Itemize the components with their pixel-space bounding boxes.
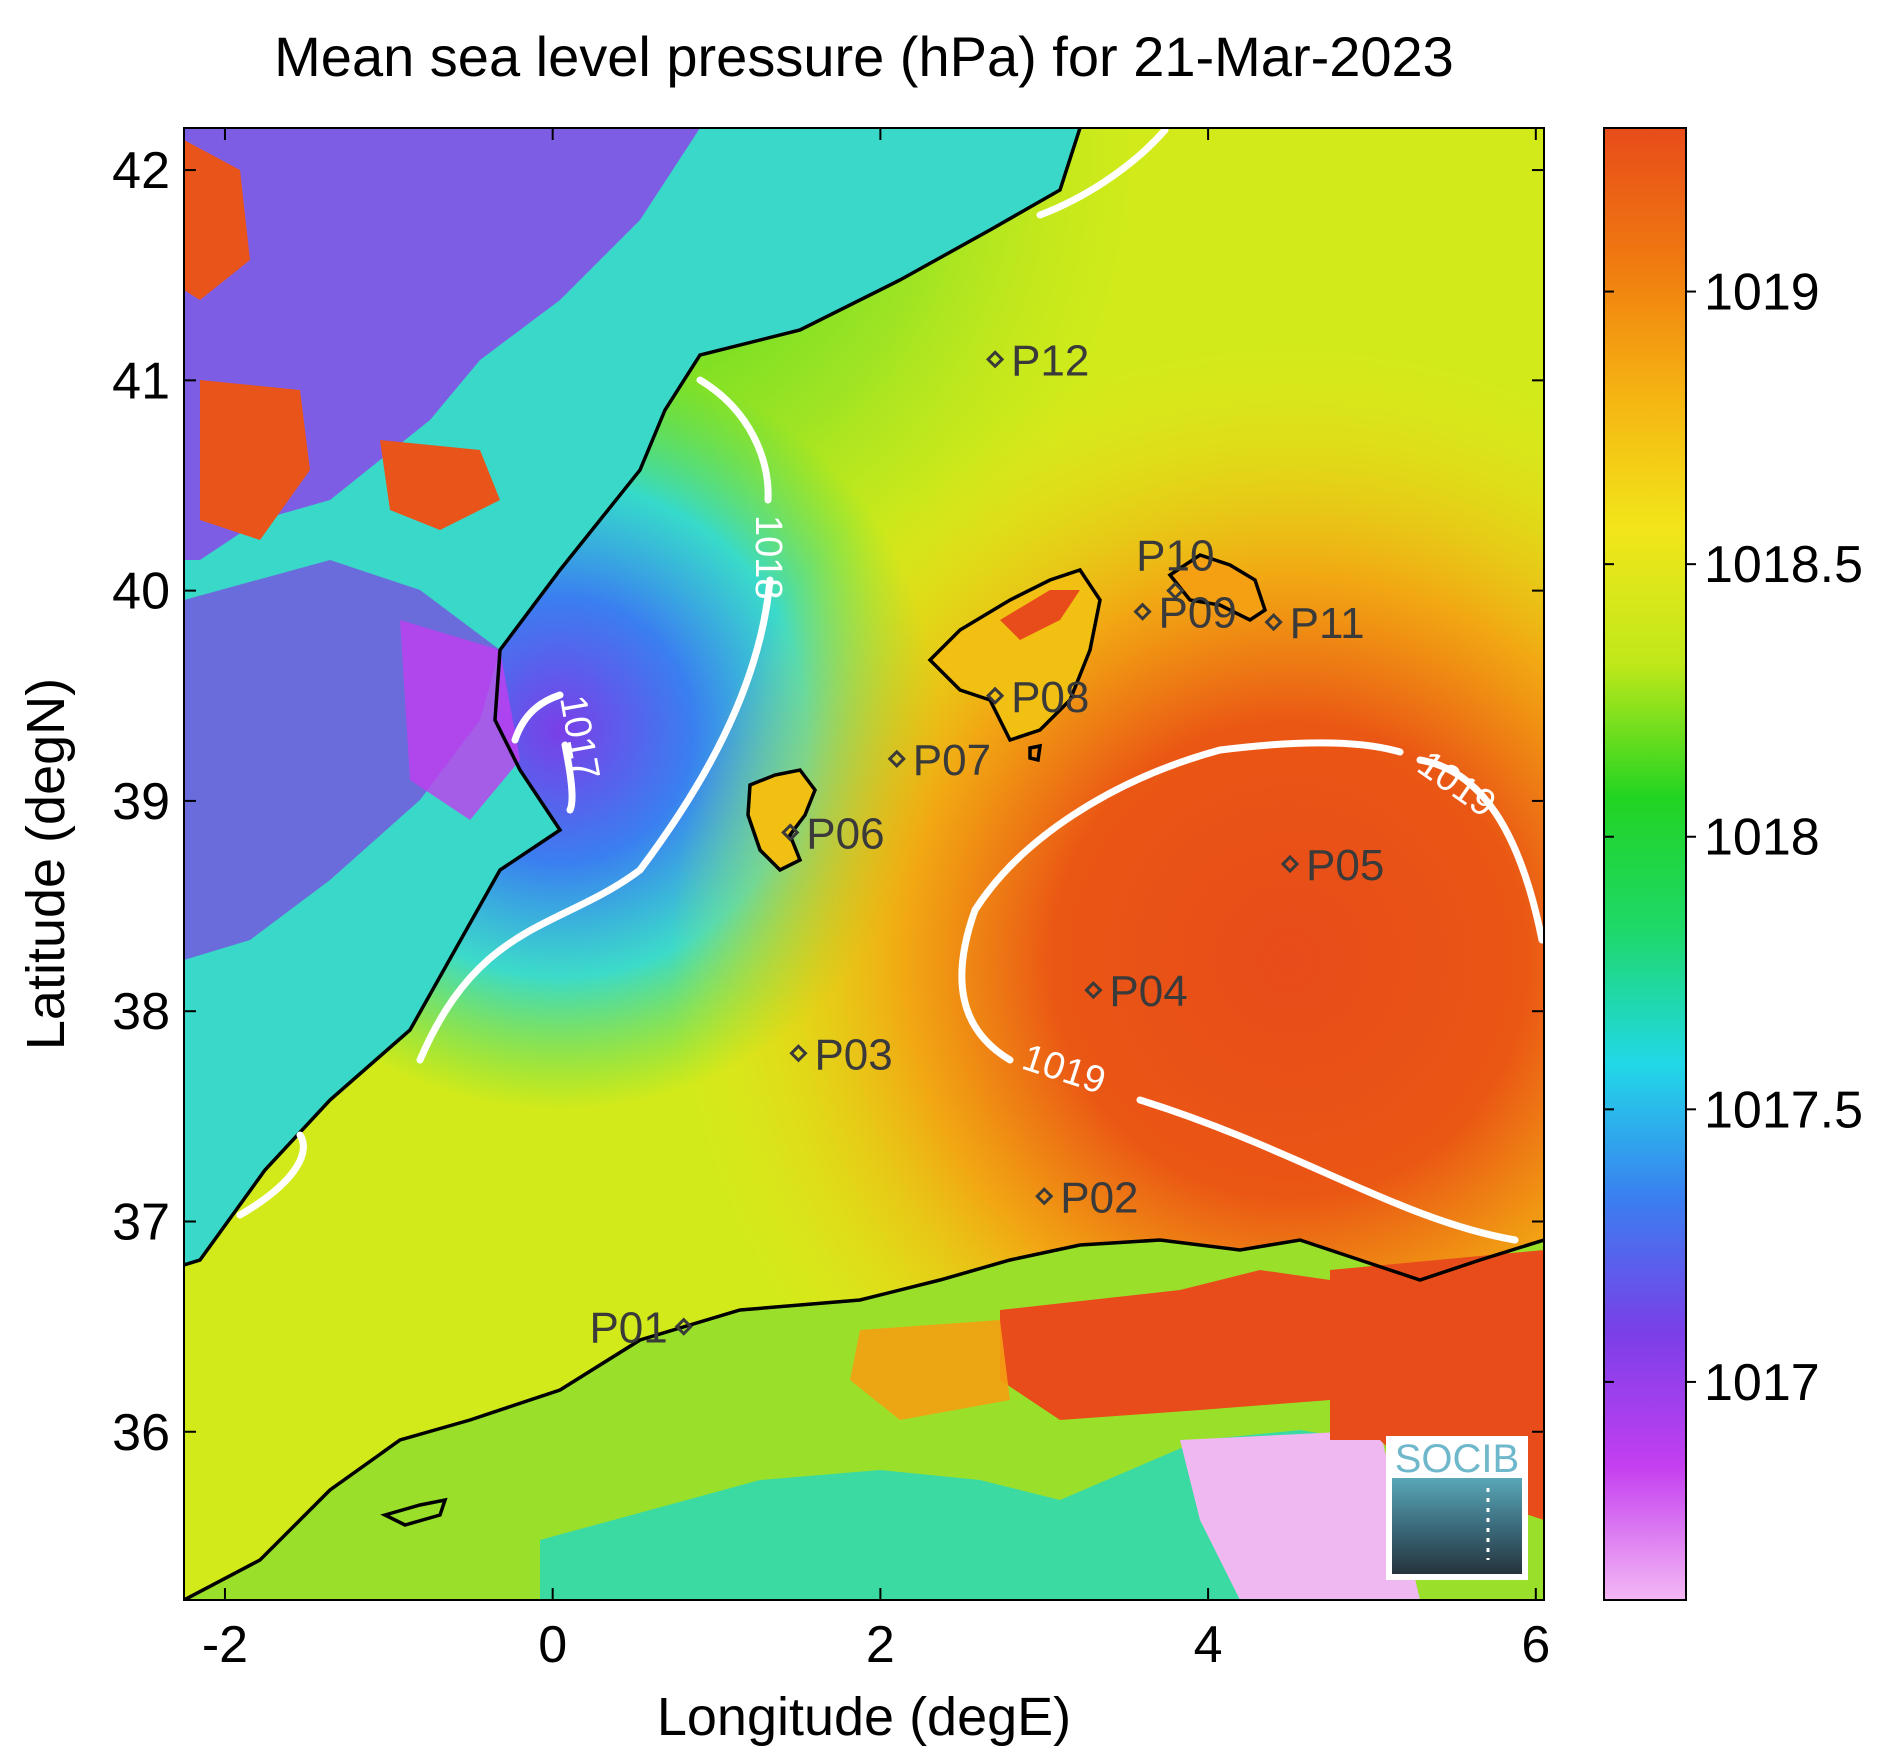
station-label: P03 [814,1030,892,1079]
station-marker-icon [789,1044,808,1063]
station-label: P11 [1290,599,1365,648]
station-label: P08 [1011,673,1089,722]
isobar-1019 [958,739,1544,1244]
station-marker-icon [985,686,1005,705]
y-axis-label: Latitude (degN) [16,678,76,1050]
station-label: P04 [1109,967,1187,1016]
station-marker-icon [985,350,1005,369]
station-marker-icon [781,823,800,842]
station-label: P01 [589,1304,667,1353]
x-axis-label: Longitude (degE) [657,1687,1071,1747]
isobars [236,128,1544,1244]
island-ibiza [748,770,815,870]
station-label: P09 [1159,589,1237,638]
station-p12[interactable]: P12 [985,336,1089,385]
station-label: P06 [806,809,884,858]
y-tick-label: 40 [112,563,170,621]
pressure-field: 1017 1018 1019 1019 P01P02P03P04P05P06P0… [184,128,1544,1600]
y-tick-label: 39 [112,773,170,831]
plot-frame [183,127,1545,1601]
socib-logo: SOCIB [1386,1436,1528,1580]
isobar-label-1018: 1018 [747,515,789,600]
station-marker-icon [1280,854,1300,874]
station-marker-icon [1133,602,1152,621]
isobar-1018-south [236,1131,307,1219]
colorbar-tick-label: 1017 [1704,1354,1820,1412]
station-p01[interactable]: P01 [589,1304,693,1353]
station-marker-icon [1264,613,1283,632]
station-marker-icon [1166,581,1185,600]
isobar-1017 [511,691,576,814]
y-tick-label: 42 [112,142,170,200]
station-marker-icon [887,749,906,768]
station-label: P10 [1136,532,1214,581]
island-menorca [1170,555,1265,620]
colorbar-tick-label: 1019 [1704,264,1820,322]
station-p06[interactable]: P06 [781,809,885,858]
station-p08[interactable]: P08 [985,673,1089,722]
station-p11[interactable]: P11 [1264,599,1365,648]
x-tick-label: 0 [538,1616,567,1674]
station-p10[interactable]: P10 [1136,532,1214,600]
y-tick-label: 41 [112,352,170,410]
coastline [184,128,1544,1600]
colorbar-tick-label: 1017.5 [1704,1081,1863,1139]
y-tick-label: 36 [112,1404,170,1462]
x-tick-label: 6 [1521,1616,1550,1674]
station-marker-icon [1035,1187,1054,1206]
logo-text: SOCIB [1395,1437,1519,1481]
colorbar-scale [1603,127,1687,1601]
stations-layer: P01 P02 P03 P04 P05 P06 P07 P08 P09 P10 P11 P12 [589,336,1384,1352]
station-p09[interactable]: P09 [1133,589,1237,638]
y-tick-label: 37 [112,1193,170,1251]
station-p02[interactable]: P02 [1035,1173,1139,1222]
x-axis-ticks: -2 0 2 4 6 [202,128,1550,1674]
x-tick-label: -2 [202,1616,248,1674]
x-tick-label: 4 [1194,1616,1223,1674]
colorbar-ticks: 1017 1017.5 1018 1018.5 1019 [1604,264,1863,1412]
isobar-1018-north [1036,128,1169,219]
station-p04[interactable]: P04 [1084,967,1188,1016]
station-marker-icon [674,1317,693,1336]
station-p05[interactable]: P05 [1280,841,1384,890]
map-title: Mean sea level pressure (hPa) for 21-Mar… [274,25,1454,88]
station-label: P07 [913,736,991,785]
station-label: P02 [1060,1173,1138,1222]
station-marker-icon [1084,981,1103,1000]
colorbar-tick-label: 1018.5 [1704,536,1863,594]
station-p03[interactable]: P03 [789,1030,893,1079]
x-tick-label: 2 [866,1616,895,1674]
colorbar-tick-label: 1018 [1704,809,1820,867]
y-axis-ticks: 36 37 38 39 40 41 42 [112,142,1544,1462]
station-label: P12 [1011,336,1089,385]
isobar-1018 [416,376,774,1064]
colorbar: 1017 1017.5 1018 1018.5 1019 [1603,127,1863,1601]
station-label: P05 [1306,841,1384,890]
station-p07[interactable]: P07 [887,736,991,785]
y-tick-label: 38 [112,983,170,1041]
